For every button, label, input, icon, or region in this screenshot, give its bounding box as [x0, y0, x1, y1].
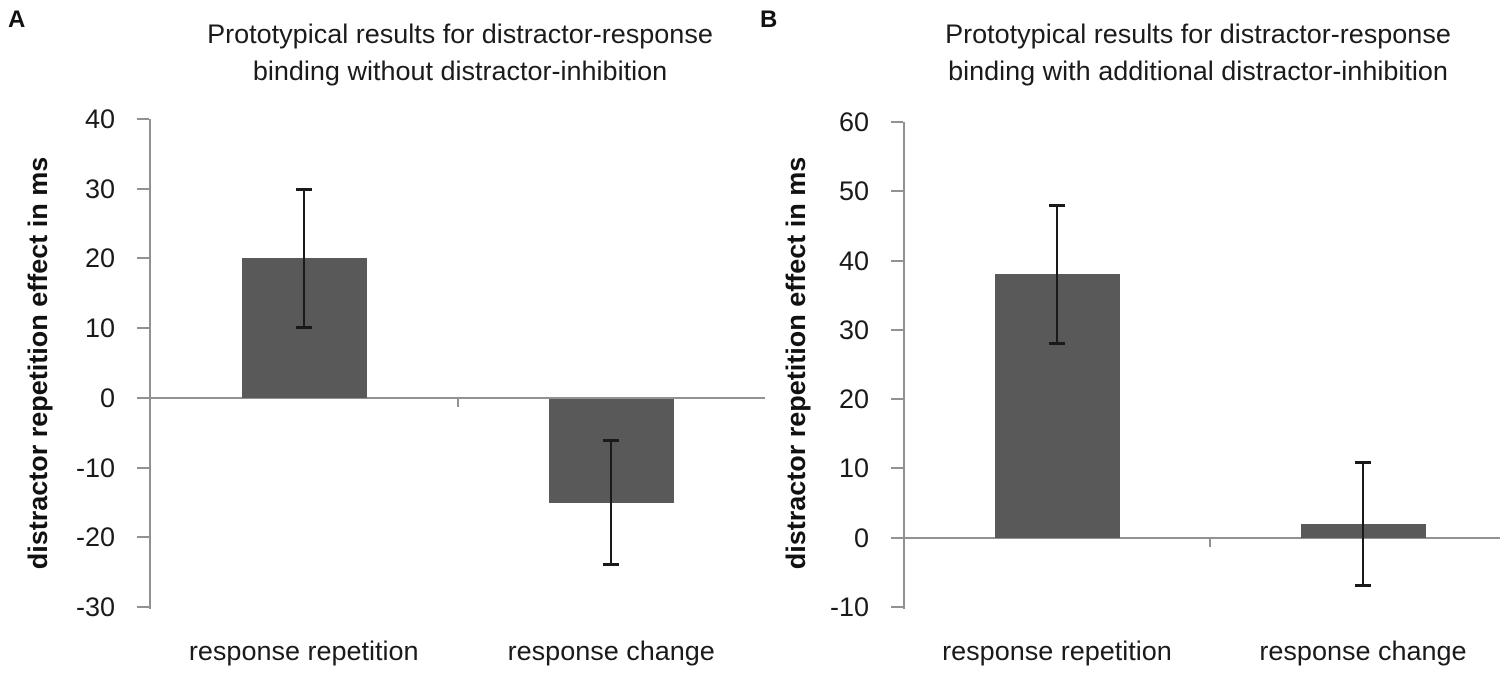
y-tick — [891, 121, 903, 123]
y-tick-label: 50 — [838, 176, 869, 207]
y-tick-label: 30 — [838, 314, 869, 345]
x-axis-line — [904, 536, 1500, 539]
error-bar-response-repetition — [1056, 205, 1058, 344]
error-bar-cap-bottom-response-change — [603, 563, 620, 567]
panel-b-title-line1: Prototypical results for distractor-resp… — [945, 19, 1451, 49]
category-label-response-repetition: response repetition — [942, 636, 1172, 666]
y-tick — [891, 398, 903, 401]
y-tick-label: 60 — [838, 107, 869, 137]
y-tick — [891, 467, 903, 470]
y-tick-label: 10 — [84, 313, 115, 344]
y-tick — [137, 327, 149, 330]
y-tick — [137, 187, 149, 190]
panel-a-title-line1: Prototypical results for distractor-resp… — [207, 19, 713, 49]
y-tick — [137, 536, 149, 539]
error-bar-cap-bottom-response-change — [1355, 584, 1371, 588]
y-tick — [137, 466, 149, 469]
y-tick-label: 10 — [838, 453, 869, 484]
error-bar-cap-bottom-response-repetition — [1049, 341, 1065, 345]
error-bar-cap-top-response-repetition — [1049, 204, 1065, 208]
y-tick-label: 30 — [84, 173, 115, 204]
y-tick-label: 20 — [838, 384, 869, 415]
y-tick — [137, 257, 149, 260]
category-label-response-change: response change — [507, 636, 715, 666]
y-tick-label: 0 — [853, 522, 869, 553]
error-bar-response-repetition — [302, 188, 305, 329]
y-tick — [891, 536, 903, 539]
y-tick-label: 40 — [838, 245, 869, 276]
x-axis-mid-tick — [1209, 537, 1211, 547]
y-tick — [891, 606, 903, 608]
error-bar-response-change — [610, 439, 613, 566]
category-label-response-change: response change — [1259, 636, 1467, 666]
error-bar-cap-top-response-repetition — [295, 187, 312, 191]
y-tick — [891, 259, 903, 262]
category-label-response-repetition: response repetition — [188, 636, 419, 666]
y-axis-line — [149, 119, 151, 609]
y-tick — [891, 190, 903, 193]
y-tick — [891, 328, 903, 331]
y-tick — [137, 606, 149, 608]
panel-b-title: Prototypical results for distractor-resp… — [878, 16, 1500, 90]
y-axis-line — [903, 122, 905, 609]
y-tick-label: 40 — [84, 104, 115, 134]
x-axis-mid-tick — [456, 397, 459, 407]
y-tick-label: 20 — [84, 243, 115, 274]
error-bar-cap-bottom-response-repetition — [295, 326, 312, 330]
y-tick — [137, 118, 149, 120]
y-tick-label: -30 — [75, 592, 115, 622]
y-tick-label: -20 — [75, 522, 115, 553]
error-bar-cap-top-response-change — [1355, 460, 1371, 464]
panel-b-label: B — [760, 6, 778, 33]
y-tick-label: -10 — [75, 452, 115, 483]
panel-b-title-line2: binding with additional distractor-inhib… — [948, 56, 1448, 86]
y-tick-label: 0 — [99, 382, 115, 413]
panel-a-title: Prototypical results for distractor-resp… — [140, 16, 780, 90]
panel-a-label: A — [8, 6, 26, 33]
y-tick — [137, 396, 149, 399]
y-tick-label: -10 — [829, 592, 869, 622]
panel-a-title-line2: binding without distractor-inhibition — [252, 56, 668, 86]
error-bar-cap-top-response-change — [603, 438, 620, 442]
error-bar-response-change — [1362, 461, 1364, 587]
